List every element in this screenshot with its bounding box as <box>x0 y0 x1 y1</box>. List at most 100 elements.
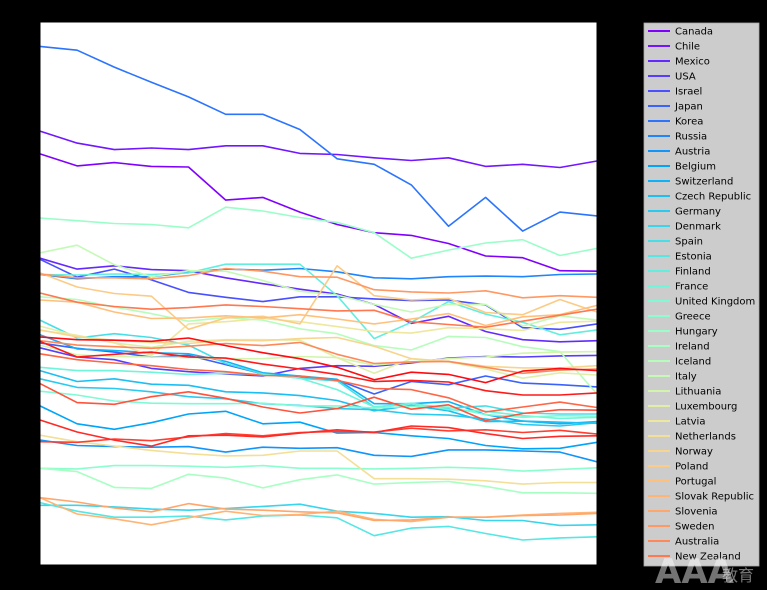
series-line-united-kingdom <box>39 390 598 419</box>
legend-label: Austria <box>675 147 710 158</box>
series-line-estonia <box>39 501 598 541</box>
series-line-finland <box>39 263 598 340</box>
series-line-korea <box>39 45 598 232</box>
legend-label: Norway <box>675 447 713 458</box>
series-line-netherlands <box>39 434 597 485</box>
legend-item: United Kingdom <box>648 297 755 308</box>
legend-label: Finland <box>675 267 711 278</box>
legend-label: Australia <box>675 537 719 548</box>
legend-label: Russia <box>675 132 707 143</box>
series-line-unnamed-36 <box>39 353 598 413</box>
series-line-unnamed-41 <box>39 336 598 384</box>
legend-label: France <box>675 282 708 293</box>
legend-label: Japan <box>674 102 703 113</box>
legend-item: Portugal <box>648 477 716 488</box>
legend-item: Mexico <box>648 57 710 68</box>
series-line-australia <box>39 339 598 375</box>
series-line-belgium <box>39 405 598 450</box>
legend-item: Russia <box>648 132 707 143</box>
series-line-sweden <box>39 267 598 299</box>
legend-item: Switzerland <box>648 177 733 188</box>
series-line-ireland <box>39 467 598 495</box>
series-line-portugal <box>39 299 598 327</box>
series-line-hungary <box>39 206 598 260</box>
legend-label: Mexico <box>675 57 710 68</box>
legend-label: Germany <box>675 207 721 218</box>
series-line-france <box>39 366 598 420</box>
legend-item: USA <box>648 72 696 83</box>
legend-label: Hungary <box>675 327 718 338</box>
legend-label: Latvia <box>675 417 705 428</box>
series-line-unnamed-37 <box>39 382 598 422</box>
legend-item: Iceland <box>648 357 711 368</box>
series-line-chile <box>39 130 598 169</box>
series-line-canada <box>39 153 598 272</box>
legend-label: Belgium <box>675 162 716 173</box>
legend-label: Poland <box>675 462 708 473</box>
series-line-germany <box>39 378 598 427</box>
series-line-russia <box>39 267 598 280</box>
legend-label: Korea <box>675 117 703 128</box>
series-line-poland <box>39 264 598 331</box>
legend-item: Luxembourg <box>648 402 737 413</box>
series-line-mexico <box>39 257 598 343</box>
legend-label: Switzerland <box>675 177 733 188</box>
legend-item: Australia <box>648 537 719 548</box>
legend-label: Netherlands <box>675 432 736 443</box>
legend-item: Canada <box>648 27 713 38</box>
watermark-suffix: 教育 <box>722 566 754 585</box>
legend-item: Finland <box>648 267 711 278</box>
legend-label: Chile <box>675 42 700 53</box>
legend-item: Sweden <box>648 522 715 533</box>
legend-item: Korea <box>648 117 703 128</box>
legend-item: Poland <box>648 462 708 473</box>
legend-item: Denmark <box>648 222 721 233</box>
legend-item: Israel <box>648 87 702 98</box>
legend-item: Hungary <box>648 327 718 338</box>
series-line-iceland <box>39 296 598 395</box>
legend-item: Estonia <box>648 252 712 263</box>
legend-box <box>643 22 760 567</box>
legend-item: Netherlands <box>648 432 736 443</box>
legend-label: Lithuania <box>675 387 721 398</box>
legend-label: Slovenia <box>675 507 718 518</box>
legend: Canada Chile Mexico USA Israel Japan Korea Russ… <box>643 22 760 567</box>
legend-item: Lithuania <box>648 387 721 398</box>
legend-item: Italy <box>648 372 697 383</box>
legend-label: New Zealand <box>675 552 741 563</box>
legend-label: Italy <box>675 372 697 383</box>
legend-label: Portugal <box>675 477 716 488</box>
legend-item: New Zealand <box>648 552 741 563</box>
legend-label: Spain <box>675 237 703 248</box>
legend-item: Spain <box>648 237 703 248</box>
legend-item: Ireland <box>648 342 710 353</box>
series-line-unnamed-39 <box>39 419 598 447</box>
legend-label: Israel <box>675 87 702 98</box>
legend-item: Slovenia <box>648 507 718 518</box>
legend-label: Ireland <box>675 342 710 353</box>
legend-label: Iceland <box>675 357 711 368</box>
legend-label: Czech Republic <box>675 192 751 203</box>
series-line-austria <box>39 439 598 463</box>
legend-label: Luxembourg <box>675 402 737 413</box>
series-line-greece <box>39 464 598 472</box>
series-line-denmark <box>40 503 598 527</box>
legend-label: Denmark <box>675 222 721 233</box>
legend-label: USA <box>675 72 696 83</box>
legend-item: Greece <box>648 312 711 323</box>
series-line-lithuania <box>39 344 598 367</box>
series-line-unnamed-40 <box>39 340 598 396</box>
legend-label: Estonia <box>675 252 712 263</box>
legend-item: Belgium <box>648 162 716 173</box>
legend-item: Austria <box>648 147 710 158</box>
series-line-latvia <box>39 317 598 357</box>
series-lines <box>39 45 598 541</box>
legend-label: Slovak Republic <box>675 492 754 503</box>
legend-item: Germany <box>648 207 721 218</box>
watermark-text: AAA <box>655 552 735 590</box>
legend-item: Japan <box>648 102 703 113</box>
legend-label: Sweden <box>675 522 715 533</box>
legend-item: Czech Republic <box>648 192 751 203</box>
series-line-slovenia <box>39 496 598 522</box>
